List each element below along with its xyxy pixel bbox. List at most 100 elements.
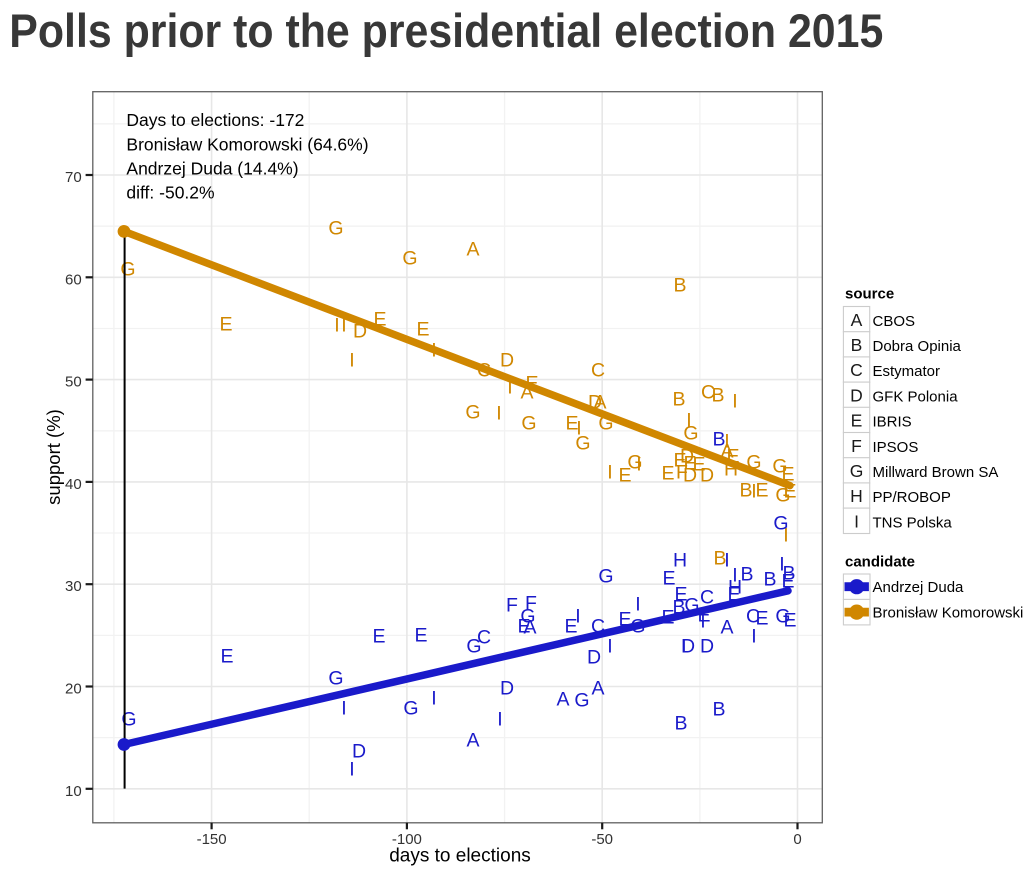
svg-text:B: B (712, 429, 725, 451)
svg-text:50: 50 (65, 374, 82, 391)
svg-text:B: B (782, 563, 795, 585)
svg-text:A: A (851, 310, 863, 330)
svg-text:D: D (700, 636, 714, 658)
svg-text:I: I (724, 431, 729, 453)
svg-text:D: D (587, 647, 601, 669)
svg-text:F: F (676, 462, 688, 484)
svg-text:D: D (700, 465, 714, 487)
svg-text:G: G (773, 513, 788, 535)
svg-text:IPSOS: IPSOS (873, 439, 919, 456)
svg-text:E: E (683, 453, 696, 475)
svg-text:C: C (701, 382, 715, 404)
svg-text:I: I (686, 410, 691, 432)
svg-text:E: E (372, 626, 385, 648)
svg-text:IBRIS: IBRIS (873, 414, 912, 431)
svg-text:G: G (575, 433, 590, 455)
svg-text:I: I (724, 550, 729, 572)
svg-text:C: C (700, 587, 714, 609)
svg-text:G: G (466, 636, 481, 658)
svg-text:I: I (431, 688, 436, 710)
svg-text:G: G (328, 218, 343, 240)
svg-text:G: G (402, 248, 417, 270)
svg-text:B: B (672, 389, 685, 411)
svg-text:I: I (751, 626, 756, 648)
svg-text:Millward Brown SA: Millward Brown SA (873, 464, 999, 481)
svg-text:E: E (674, 584, 687, 606)
svg-text:Andrzej Duda: Andrzej Duda (873, 579, 965, 596)
svg-text:F: F (506, 595, 518, 617)
svg-text:E: E (692, 454, 705, 476)
svg-text:days to elections: days to elections (389, 846, 531, 867)
svg-text:D: D (681, 636, 695, 658)
svg-text:G: G (775, 485, 790, 507)
svg-text:E: E (783, 610, 796, 632)
svg-text:40: 40 (65, 476, 82, 493)
svg-text:I: I (575, 606, 580, 628)
svg-text:I: I (334, 315, 339, 337)
svg-text:G: G (521, 413, 536, 435)
svg-text:I: I (607, 462, 612, 484)
svg-text:CBOS: CBOS (873, 313, 916, 330)
svg-text:E: E (851, 411, 863, 431)
svg-text:D: D (352, 741, 366, 763)
svg-text:diff: -50.2%: diff: -50.2% (126, 183, 214, 203)
svg-text:Days to elections: -172: Days to elections: -172 (126, 110, 304, 130)
svg-text:candidate: candidate (845, 554, 915, 571)
svg-text:B: B (712, 699, 725, 721)
svg-text:I: I (779, 554, 784, 576)
svg-text:E: E (414, 625, 427, 647)
svg-text:E: E (755, 608, 768, 630)
svg-text:A: A (466, 239, 479, 261)
svg-text:I: I (681, 636, 686, 658)
svg-text:I: I (636, 454, 641, 476)
svg-text:F: F (851, 436, 862, 456)
svg-text:G: G (574, 690, 589, 712)
svg-text:I: I (349, 759, 354, 781)
svg-text:20: 20 (65, 681, 82, 698)
svg-text:B: B (674, 713, 687, 735)
svg-text:-150: -150 (197, 831, 227, 848)
svg-text:I: I (700, 611, 705, 633)
svg-text:GFK Polonia: GFK Polonia (873, 388, 959, 405)
svg-text:A: A (523, 617, 536, 639)
svg-text:E: E (219, 314, 232, 336)
svg-text:support (%): support (%) (43, 409, 64, 505)
svg-text:E: E (517, 616, 530, 638)
svg-text:I: I (751, 481, 756, 503)
svg-text:Polls prior to the presidentia: Polls prior to the presidential election… (9, 4, 883, 57)
svg-text:E: E (416, 319, 429, 341)
svg-text:I: I (507, 377, 512, 399)
svg-text:G: G (850, 461, 864, 481)
svg-text:C: C (591, 360, 605, 382)
svg-text:F: F (525, 593, 537, 615)
svg-text:Bronisław Komorowski: Bronisław Komorowski (873, 604, 1024, 621)
svg-text:D: D (500, 678, 514, 700)
svg-text:I: I (607, 636, 612, 658)
svg-text:I: I (783, 525, 788, 547)
svg-text:G: G (520, 606, 535, 628)
svg-text:I: I (497, 709, 502, 731)
svg-text:PP/ROBOP: PP/ROBOP (873, 489, 951, 506)
svg-text:A: A (466, 730, 479, 752)
svg-text:0: 0 (793, 831, 801, 848)
svg-text:G: G (120, 259, 135, 281)
svg-text:I: I (635, 594, 640, 616)
svg-text:G: G (465, 402, 480, 424)
svg-text:Bronisław Komorowski (64.6%): Bronisław Komorowski (64.6%) (126, 134, 368, 154)
svg-text:I: I (349, 350, 354, 372)
svg-text:Andrzej Duda (14.4%): Andrzej Duda (14.4%) (126, 159, 298, 179)
svg-text:Dobra Opinia: Dobra Opinia (873, 338, 962, 355)
svg-text:H: H (728, 577, 742, 599)
svg-text:Estymator: Estymator (873, 363, 941, 380)
svg-text:I: I (854, 511, 859, 531)
svg-text:C: C (477, 627, 491, 649)
svg-text:E: E (781, 571, 794, 593)
svg-text:B: B (713, 548, 726, 570)
svg-text:E: E (673, 450, 686, 472)
svg-text:-50: -50 (591, 831, 613, 848)
svg-text:C: C (850, 360, 863, 380)
svg-text:B: B (711, 385, 724, 407)
svg-text:I: I (732, 391, 737, 413)
svg-text:A: A (720, 617, 733, 639)
svg-text:E: E (565, 413, 578, 435)
